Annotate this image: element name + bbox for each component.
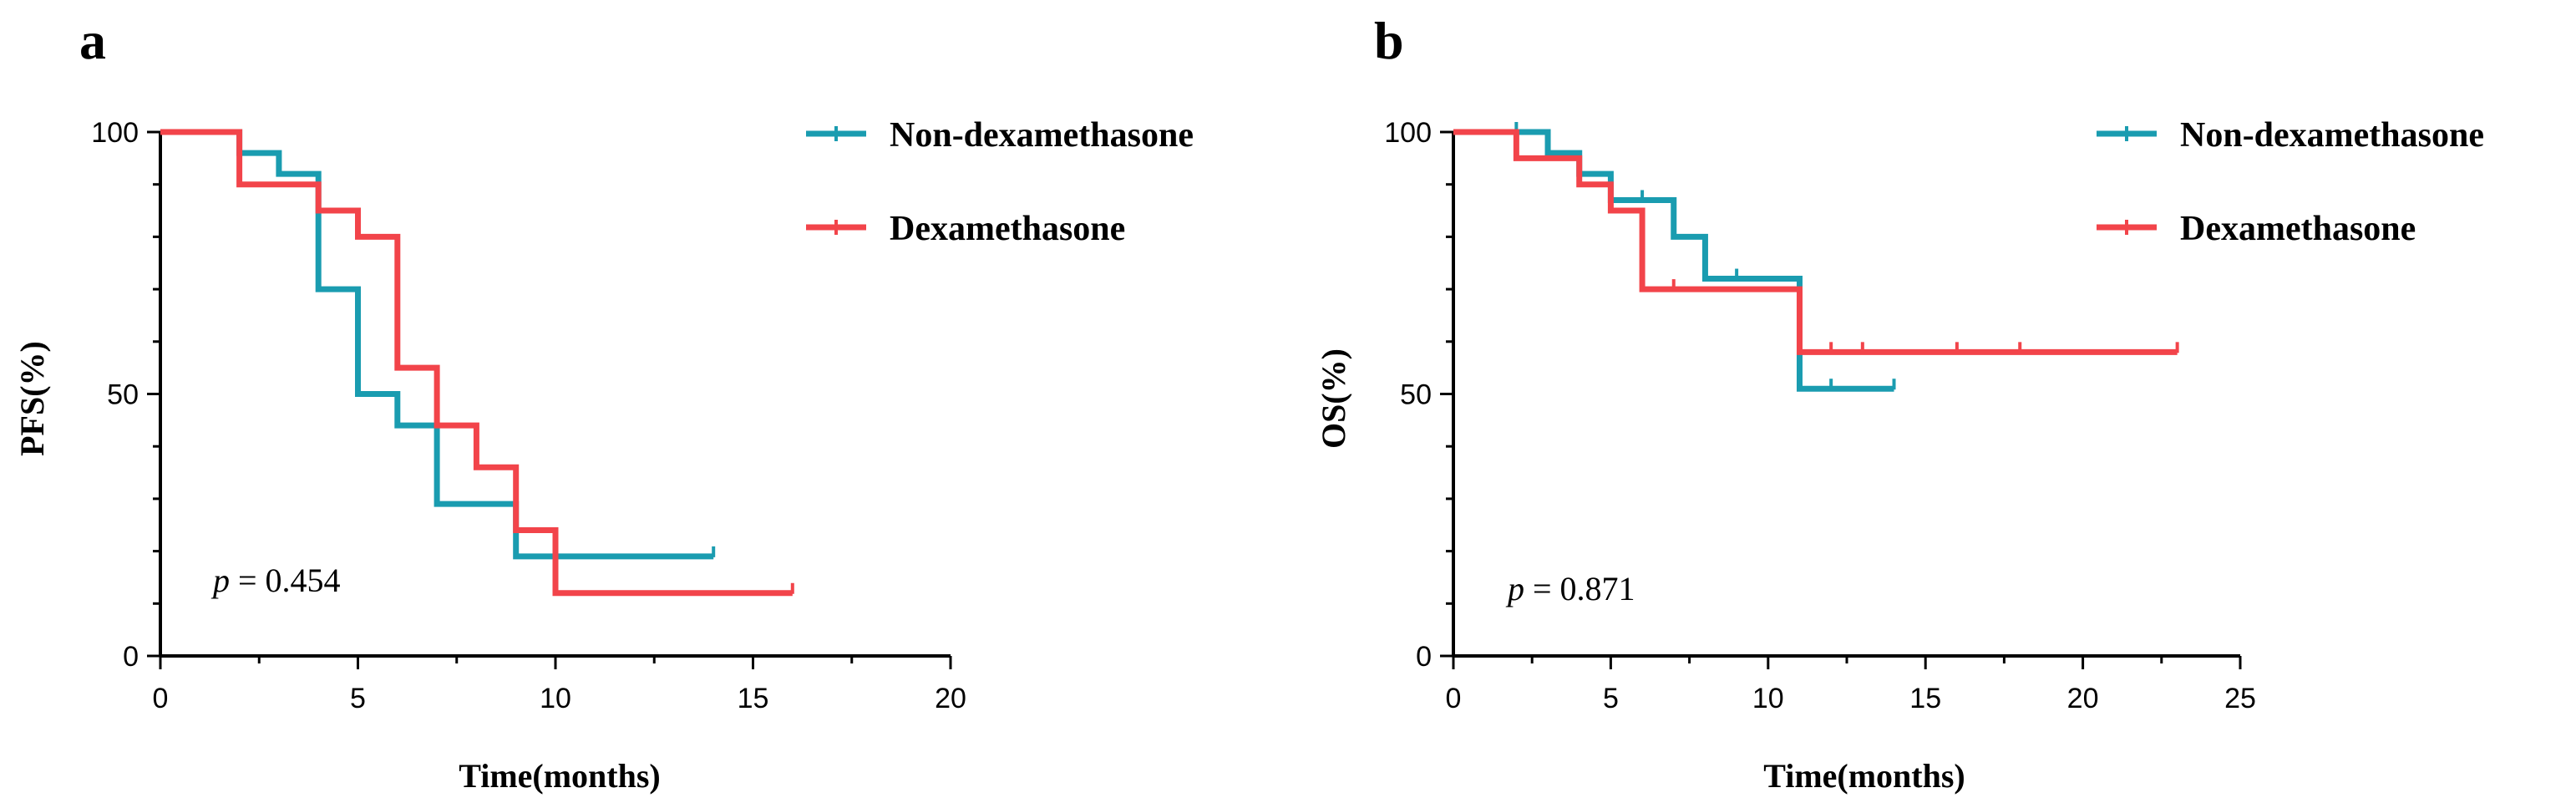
panel-b-letter: b xyxy=(1374,11,1404,70)
panel-b-axes: 0 5 10 15 20 25 0 50 100 xyxy=(1384,117,2256,714)
panel-b-y-tick-label: 100 xyxy=(1384,117,1432,149)
panel-b-x-tick-label: 10 xyxy=(1752,683,1784,714)
panel-a-legend-label-1: Dexamethasone xyxy=(890,210,1125,248)
panel-a-curve-non-dexamethasone xyxy=(160,129,714,560)
panel-a-y-tick-label: 100 xyxy=(91,117,139,149)
panel-a-x-tick-label: 5 xyxy=(350,683,366,714)
panel-b-p-rest: = 0.871 xyxy=(1524,570,1635,607)
panel-a-letter: a xyxy=(79,11,106,70)
panel-a-y-tick-label: 50 xyxy=(107,379,139,411)
panel-b-x-tick-label: 25 xyxy=(2224,683,2256,714)
panel-b-p-value: p = 0.871 xyxy=(1505,570,1635,607)
panel-b-p-symbol: p xyxy=(1505,570,1524,607)
panel-a-chart: a 0 5 10 15 20 0 50 100 Time(months) PFS(%) p =… xyxy=(13,11,1194,795)
panel-b-legend-label-0: Non-dexamethasone xyxy=(2180,116,2484,155)
panel-b-legend: Non-dexamethasone Dexamethasone xyxy=(2097,116,2484,248)
panel-b-legend-label-1: Dexamethasone xyxy=(2180,210,2416,248)
panel-b-x-tick-label: 5 xyxy=(1603,683,1619,714)
panel-a-y-tick-label: 0 xyxy=(123,641,139,673)
panel-b-x-axis-title: Time(months) xyxy=(1763,757,1965,795)
panel-b-curve-dexamethasone xyxy=(1453,129,2178,355)
panel-a-legend: Non-dexamethasone Dexamethasone xyxy=(806,116,1194,248)
panel-a-p-symbol: p xyxy=(210,562,230,599)
panel-a-x-tick-label: 10 xyxy=(540,683,571,714)
panel-a-p-rest: = 0.454 xyxy=(230,562,341,599)
panel-a-x-tick-label: 20 xyxy=(935,683,966,714)
panel-b-x-tick-label: 0 xyxy=(1446,683,1462,714)
panel-a-y-axis-title: PFS(%) xyxy=(13,341,51,456)
panel-b-x-tick-label: 20 xyxy=(2067,683,2099,714)
panel-b-chart: b 0 5 10 15 20 25 0 50 100 Time(months) OS(%) p … xyxy=(1315,11,2484,795)
panel-b-y-axis-title: OS(%) xyxy=(1315,348,1352,449)
panel-a-curve-dexamethasone xyxy=(160,129,793,597)
panel-b-x-tick-label: 15 xyxy=(1909,683,1941,714)
panel-a-legend-label-0: Non-dexamethasone xyxy=(890,116,1194,155)
panel-a-curves xyxy=(160,129,794,597)
panel-a-x-tick-label: 0 xyxy=(153,683,169,714)
panel-b-curves xyxy=(1453,122,2179,392)
panel-a-x-tick-label: 15 xyxy=(738,683,769,714)
panel-a-p-value: p = 0.454 xyxy=(210,562,341,599)
panel-a-axes: 0 5 10 15 20 0 50 100 xyxy=(91,117,966,714)
panel-a-x-axis-title: Time(months) xyxy=(459,757,660,795)
panel-b-y-tick-label: 0 xyxy=(1416,641,1432,673)
panel-b-y-tick-label: 50 xyxy=(1400,379,1432,411)
